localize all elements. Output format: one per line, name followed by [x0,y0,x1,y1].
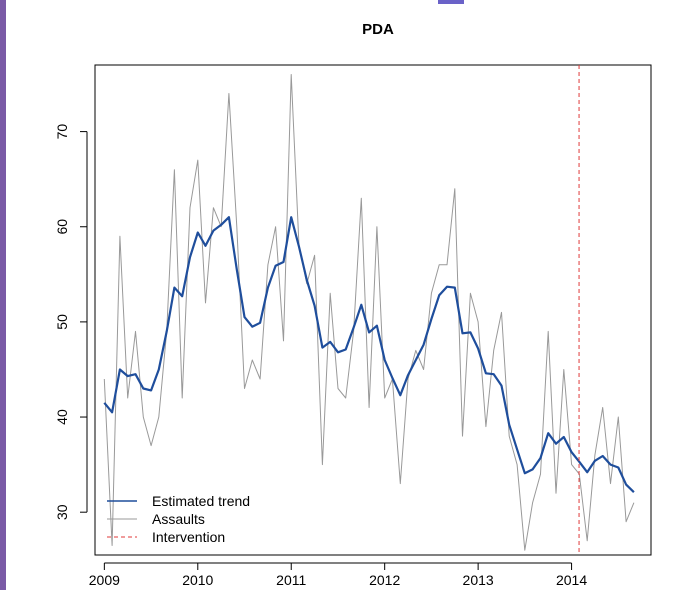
y-tick-label: 50 [54,314,70,330]
chart-title: PDA [362,21,394,38]
y-tick-label: 70 [54,124,70,140]
left-frame-border [0,0,6,590]
y-tick-label: 40 [54,409,70,425]
y-tick-label: 30 [54,504,70,520]
plot-frame [94,64,652,556]
x-tick-label: 2010 [182,572,213,588]
series-layer [103,65,635,555]
axes: 2009 2010 2011 2012 2013 2014 30 40 50 60 70 [54,124,587,588]
x-tick-label: 2013 [463,572,494,588]
y-tick-label: 60 [54,219,70,235]
assaults-series-line [103,74,635,551]
x-tick-label: 2009 [89,572,120,588]
x-tick-label: 2012 [369,572,400,588]
legend-intervention-label: Intervention [152,529,225,545]
top-frame-accent [438,0,464,4]
legend: Estimated trend Assaults Intervention [107,493,250,545]
x-tick-label: 2014 [556,572,587,588]
trend-series-line [103,216,635,493]
x-tick-label: 2011 [276,572,306,588]
legend-assaults-label: Assaults [152,511,205,527]
legend-trend-label: Estimated trend [152,493,250,509]
